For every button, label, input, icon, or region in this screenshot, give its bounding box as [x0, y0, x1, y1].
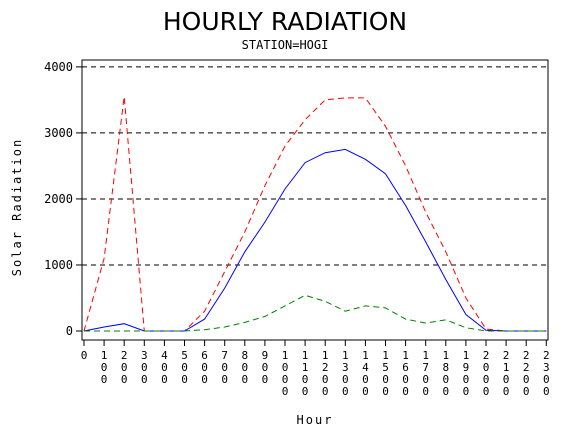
series-line-3 [84, 294, 547, 332]
series-lines [83, 96, 547, 332]
y-tick-label: 3000 [44, 126, 73, 140]
y-tick-label: 0 [66, 324, 73, 338]
x-axis: 0 1 0 0 2 0 0 3 0 0 4 0 0 5 0 0 6 0 0 7 0 0 8 0 0 9 0 0 1 0 0 0 1 1 0 0 1 2 0 0… [81, 340, 550, 398]
x-axis-label: Hour [297, 413, 334, 427]
y-tick-label: 4000 [44, 60, 73, 74]
y-axis-label: Solar Radiation [10, 138, 24, 276]
chart-subtitle: STATION=HOGI [242, 38, 329, 52]
x-tick-label: 0 [81, 349, 88, 362]
series-line-1 [83, 96, 547, 332]
plot-frame [81, 59, 549, 341]
y-tick-label: 2000 [44, 192, 73, 206]
y-tick-label: 1000 [44, 258, 73, 272]
y-axis: 0 1000 2000 3000 4000 [44, 60, 82, 338]
series-line-2 [83, 148, 547, 332]
chart-title: HOURLY RADIATION [163, 7, 407, 36]
grid-lines [82, 66, 548, 266]
